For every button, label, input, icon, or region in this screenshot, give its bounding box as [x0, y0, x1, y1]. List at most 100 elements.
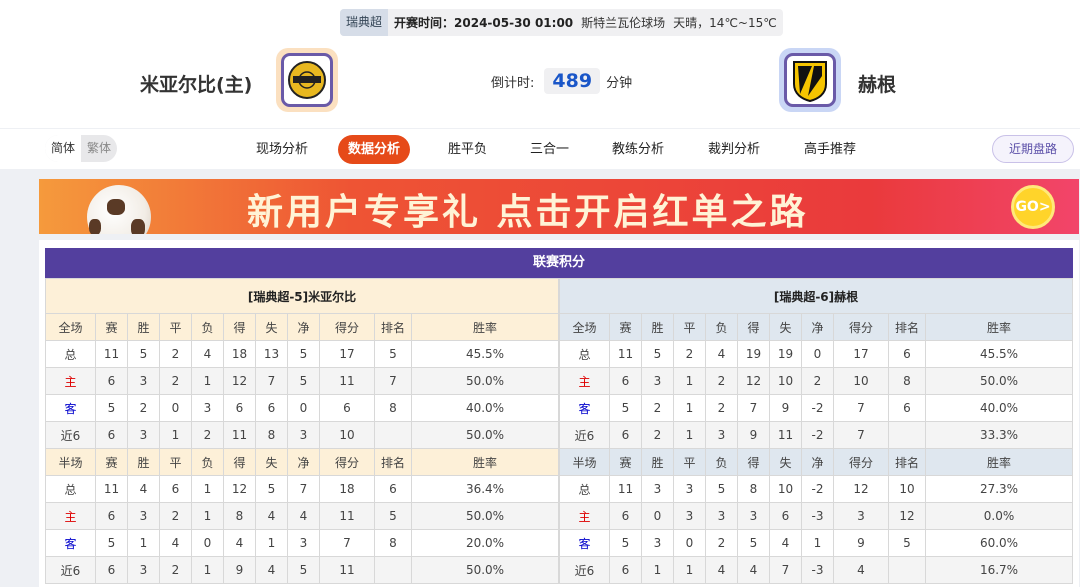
cell: 6	[609, 421, 642, 449]
cell: 3	[641, 475, 674, 503]
home-team-name[interactable]: 米亚尔比(主)	[140, 74, 253, 96]
column-header: 得	[223, 313, 256, 341]
cell: -3	[801, 556, 834, 584]
column-header: 得分	[319, 313, 375, 341]
cell: 2	[705, 394, 738, 422]
cell: 5	[287, 556, 320, 584]
table-row: 客 5 3 0 2 5 4 1 9 5 60.0%	[559, 529, 1073, 557]
cell: 10	[769, 367, 802, 395]
simplified-chinese-option[interactable]: 简体	[45, 135, 82, 162]
cell: 10	[319, 421, 375, 449]
column-header: 胜率	[925, 448, 1073, 476]
table-row: 主 6 3 1 2 12 10 2 10 8 50.0%	[559, 367, 1073, 395]
table-row: 主 6 3 2 1 12 7 5 11 7 50.0%	[45, 367, 559, 395]
traditional-chinese-option[interactable]: 繁体	[87, 141, 112, 155]
cell: 4	[769, 529, 802, 557]
language-toggle: 简体 繁体	[45, 135, 118, 162]
cell: 3	[673, 475, 706, 503]
row-label: 客	[559, 529, 610, 557]
cell: 8	[737, 475, 770, 503]
cell: 3	[287, 421, 320, 449]
column-header: 负	[191, 313, 224, 341]
cell: 6	[159, 475, 192, 503]
cell: 12	[223, 475, 256, 503]
cell: 0	[159, 394, 192, 422]
column-header: 得	[737, 448, 770, 476]
cell: 7	[319, 529, 375, 557]
column-header: 排名	[888, 448, 926, 476]
cell: 4	[705, 340, 738, 368]
cell: 33.3%	[925, 421, 1073, 449]
column-header: 负	[705, 448, 738, 476]
row-label: 客	[559, 394, 610, 422]
cell: 1	[191, 502, 224, 530]
away-team-name[interactable]: 赫根	[858, 74, 897, 96]
cell: 6	[95, 556, 128, 584]
match-info-bar: 瑞典超 开赛时间：2024-05-30 01:00 斯特兰瓦伦球场 天晴，14℃…	[340, 9, 783, 36]
column-header: 胜	[641, 448, 674, 476]
promo-banner[interactable]: 新用户专享礼 点击开启红单之路 GO>	[39, 179, 1079, 234]
tab-three-in-one[interactable]: 三合一	[530, 142, 570, 157]
cell: 11	[609, 340, 642, 368]
away-team-logo[interactable]	[779, 48, 841, 112]
cell: 7	[737, 394, 770, 422]
cell: 1	[191, 556, 224, 584]
row-label: 总	[559, 340, 610, 368]
cell: 1	[673, 394, 706, 422]
column-header: 胜	[641, 313, 674, 341]
cell: 2	[673, 340, 706, 368]
cell: 19	[769, 340, 802, 368]
cell: -2	[801, 421, 834, 449]
column-header: 得分	[833, 313, 889, 341]
tab-expert-picks[interactable]: 高手推荐	[804, 142, 857, 157]
cell: 3	[191, 394, 224, 422]
cell: 11	[223, 421, 256, 449]
column-header: 赛	[95, 448, 128, 476]
cell: 4	[191, 340, 224, 368]
cell: 50.0%	[411, 367, 559, 395]
cell: 6	[255, 394, 288, 422]
tab-win-draw-loss[interactable]: 胜平负	[448, 142, 488, 157]
cell: 1	[127, 529, 160, 557]
cell: 7	[255, 367, 288, 395]
standings-title: 联赛积分	[45, 248, 1073, 278]
cell: 3	[127, 421, 160, 449]
cell: 2	[127, 394, 160, 422]
cell: 3	[833, 502, 889, 530]
cell: 8	[374, 529, 412, 557]
cell: 8	[255, 421, 288, 449]
table-row: 主 6 3 2 1 8 4 4 11 5 50.0%	[45, 502, 559, 530]
tab-live-analysis[interactable]: 现场分析	[256, 142, 309, 157]
cell: 3	[127, 556, 160, 584]
cell: 6	[888, 340, 926, 368]
cell: 2	[801, 367, 834, 395]
cell: 7	[833, 394, 889, 422]
cell: 5	[374, 340, 412, 368]
cell: 2	[705, 367, 738, 395]
tab-coach-analysis[interactable]: 教练分析	[612, 142, 665, 157]
row-label: 主	[559, 502, 610, 530]
cell: 2	[641, 421, 674, 449]
recent-odds-button[interactable]: 近期盘路	[992, 135, 1074, 163]
league-badge[interactable]: 瑞典超	[340, 9, 389, 36]
cell: 60.0%	[925, 529, 1073, 557]
column-header: 失	[769, 448, 802, 476]
column-header: 赛	[95, 313, 128, 341]
tab-referee-analysis[interactable]: 裁判分析	[708, 142, 761, 157]
column-header: 得分	[833, 448, 889, 476]
cell: 2	[159, 502, 192, 530]
cell: 1	[191, 475, 224, 503]
cell: 36.4%	[411, 475, 559, 503]
column-header: 排名	[888, 313, 926, 341]
home-team-logo[interactable]	[276, 48, 338, 112]
cell: 0	[801, 340, 834, 368]
cell: -2	[801, 394, 834, 422]
tab-data-analysis[interactable]: 数据分析	[338, 135, 411, 164]
go-button[interactable]: GO>	[1011, 185, 1055, 229]
column-header: 得	[737, 313, 770, 341]
cell: 12	[223, 367, 256, 395]
column-header: 负	[191, 448, 224, 476]
cell: 4	[255, 502, 288, 530]
cell: 50.0%	[411, 421, 559, 449]
cell: 6	[374, 475, 412, 503]
